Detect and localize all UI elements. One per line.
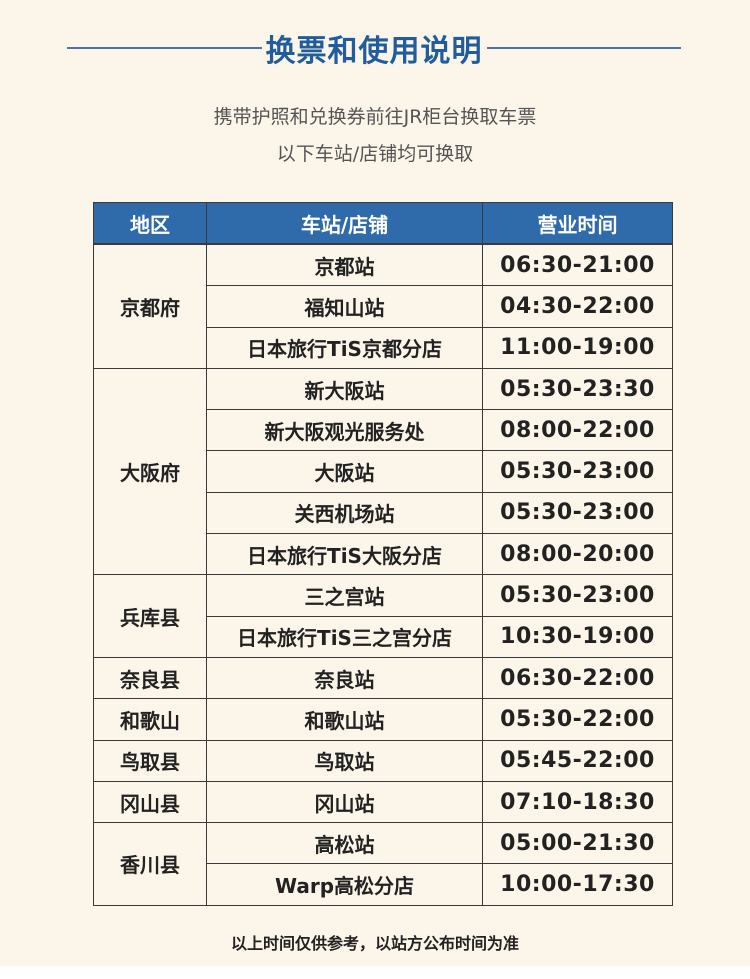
table-row: 关西机场站 05:30-23:00 <box>94 491 673 535</box>
hours-cell: 06:30-22:00 <box>482 656 673 700</box>
title-row: 换票和使用说明 <box>67 28 681 69</box>
subtitle-2: 以下车站/店铺均可换取 <box>276 143 474 165</box>
hours-cell: 05:00-21:30 <box>482 822 673 865</box>
divider-left <box>67 47 262 49</box>
station-cell: 日本旅行TiS大阪分店 <box>206 533 483 576</box>
station-cell: 福知山站 <box>206 285 483 328</box>
region-cell: 和歌山 <box>93 698 207 741</box>
table-row: 鸟取县 鸟取站 05:45-22:00 <box>93 739 673 782</box>
table-row: 兵库县 三之宫站 05:30-23:00 <box>93 574 673 658</box>
table-header-row: 地区 车站/店铺 营业时间 <box>93 202 673 245</box>
hours-cell: 05:45-22:00 <box>482 739 673 782</box>
station-cell: 日本旅行TiS三之宫分店 <box>206 615 483 658</box>
hours-cell: 10:30-19:00 <box>482 615 673 658</box>
hours-cell: 07:10-18:30 <box>482 780 673 824</box>
region-cell: 京都府 <box>93 243 207 369</box>
hours-cell: 06:30-21:00 <box>482 243 673 287</box>
subtitle-1: 携带护照和兑换券前往JR柜台换取车票 <box>213 106 537 128</box>
region-cell: 香川县 <box>93 822 207 906</box>
station-cell: 高松站 <box>206 822 483 865</box>
hours-cell: 05:30-23:00 <box>482 574 673 617</box>
table-row: Warp高松分店 10:00-17:30 <box>94 863 673 906</box>
region-cell: 鸟取县 <box>93 739 207 782</box>
station-cell: 新大阪站 <box>206 367 483 411</box>
table-row: 奈良县 奈良站 06:30-22:00 <box>93 656 673 700</box>
station-cell: 三之宫站 <box>206 574 483 617</box>
table-row: 香川县 高松站 05:00-21:30 <box>93 822 673 906</box>
table-row: 和歌山 和歌山站 05:30-22:00 <box>93 698 673 741</box>
header-station: 车站/店铺 <box>206 202 483 245</box>
hours-cell: 08:00-22:00 <box>482 409 673 452</box>
bottom-strip <box>0 966 750 979</box>
station-cell: 冈山站 <box>206 780 483 824</box>
station-cell: 新大阪观光服务处 <box>206 409 483 452</box>
table-row: 日本旅行TiS大阪分店 08:00-20:00 <box>94 533 673 576</box>
page-title: 换票和使用说明 <box>265 34 483 69</box>
hours-cell: 05:30-23:00 <box>482 491 673 535</box>
table-row: 福知山站 04:30-22:00 <box>94 285 673 328</box>
station-cell: 大阪站 <box>206 450 483 493</box>
divider-right <box>486 47 681 49</box>
station-table: 地区 车站/店铺 营业时间 京都府 京都站 06:30-21:00 福知山站 04:30… <box>93 202 673 906</box>
station-cell: 鸟取站 <box>206 739 483 782</box>
station-cell: 关西机场站 <box>206 491 483 535</box>
table-row: 冈山县 冈山站 07:10-18:30 <box>93 780 673 824</box>
header-region: 地区 <box>93 202 207 245</box>
hours-cell: 10:00-17:30 <box>482 863 673 906</box>
station-cell: 京都站 <box>206 243 483 287</box>
station-cell: 奈良站 <box>206 656 483 700</box>
hours-cell: 04:30-22:00 <box>482 285 673 328</box>
hours-cell: 11:00-19:00 <box>482 326 673 369</box>
hours-cell: 05:30-23:00 <box>482 450 673 493</box>
hours-cell: 08:00-20:00 <box>482 533 673 576</box>
hours-cell: 05:30-22:00 <box>482 698 673 741</box>
header-hours: 营业时间 <box>482 202 673 245</box>
table-row: 大阪府 新大阪站 05:30-23:30 <box>93 367 673 576</box>
region-cell: 大阪府 <box>93 367 207 576</box>
station-cell: 日本旅行TiS京都分店 <box>206 326 483 369</box>
hours-cell: 05:30-23:30 <box>482 367 673 411</box>
region-cell: 冈山县 <box>93 780 207 824</box>
region-cell: 奈良县 <box>93 656 207 700</box>
footnote: 以上时间仅供参考，以站方公布时间为准 <box>230 934 519 953</box>
table-row: 日本旅行TiS三之宫分店 10:30-19:00 <box>94 615 673 658</box>
station-cell: Warp高松分店 <box>206 863 483 906</box>
station-cell: 和歌山站 <box>206 698 483 741</box>
region-cell: 兵库县 <box>93 574 207 658</box>
table-row: 京都府 京都站 06:30-21:00 <box>93 243 673 369</box>
